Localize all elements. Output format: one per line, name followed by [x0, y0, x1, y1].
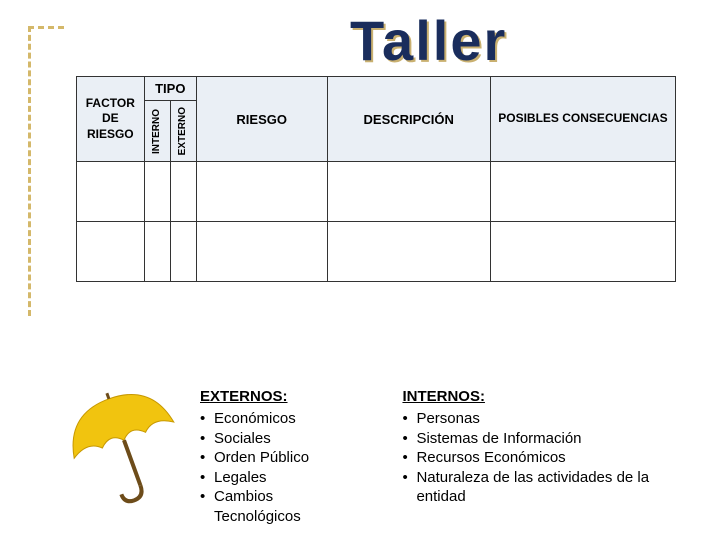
lists-container: EXTERNOS: Económicos Sociales Orden Públ…: [200, 388, 700, 526]
umbrella-icon: [60, 378, 190, 513]
externos-items: Económicos Sociales Orden Público Legale…: [200, 409, 362, 526]
page-title: Taller: [350, 8, 507, 73]
th-consecuencias: POSIBLES CONSECUENCIAS: [490, 77, 675, 162]
internos-list: INTERNOS: Personas Sistemas de Informaci…: [402, 388, 700, 526]
list-item: Orden Público: [200, 448, 362, 468]
list-item: Personas: [402, 409, 700, 429]
externos-list: EXTERNOS: Económicos Sociales Orden Públ…: [200, 388, 362, 526]
th-interno: INTERNO: [144, 101, 170, 162]
th-factor: FACTOR DE RIESGO: [77, 77, 145, 162]
list-item: Legales: [200, 468, 362, 488]
list-item: Sistemas de Información: [402, 429, 700, 449]
table-row: [77, 222, 676, 282]
table-row: [77, 162, 676, 222]
th-tipo: TIPO: [144, 77, 196, 101]
th-interno-label: INTERNO: [151, 107, 162, 156]
th-externo: EXTERNO: [170, 101, 196, 162]
th-descripcion: DESCRIPCIÓN: [327, 77, 490, 162]
internos-title: INTERNOS:: [402, 388, 700, 405]
list-item: Naturaleza de las actividades de la enti…: [402, 468, 700, 507]
list-item: Económicos: [200, 409, 362, 429]
externos-title: EXTERNOS:: [200, 388, 362, 405]
corner-border-decor: [28, 26, 64, 316]
th-externo-label: EXTERNO: [177, 105, 188, 157]
list-item: Recursos Económicos: [402, 448, 700, 468]
list-item: Sociales: [200, 429, 362, 449]
list-item: Cambios Tecnológicos: [200, 487, 362, 526]
th-riesgo: RIESGO: [196, 77, 327, 162]
risk-table: FACTOR DE RIESGO TIPO RIESGO DESCRIPCIÓN…: [76, 76, 676, 282]
internos-items: Personas Sistemas de Información Recurso…: [402, 409, 700, 507]
